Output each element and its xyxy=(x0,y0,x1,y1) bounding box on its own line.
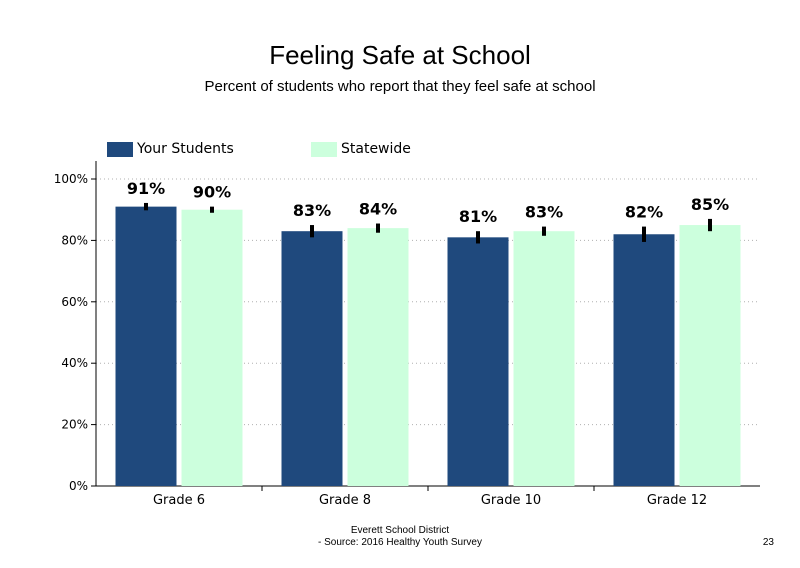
bar-your-students xyxy=(281,231,343,486)
data-label: 91% xyxy=(127,179,165,198)
y-tick-label: 0% xyxy=(69,479,88,493)
data-label: 84% xyxy=(359,200,397,219)
chart-subtitle: Percent of students who report that they… xyxy=(204,78,596,95)
page-number: 23 xyxy=(762,537,774,548)
x-tick-label: Grade 8 xyxy=(319,493,371,508)
footer-source: - Source: 2016 Healthy Youth Survey xyxy=(318,537,482,548)
bar-your-students xyxy=(613,234,675,486)
legend-swatch-your-students xyxy=(107,141,133,157)
data-label: 83% xyxy=(525,203,563,222)
data-label: 81% xyxy=(459,207,497,226)
legend-swatch-statewide xyxy=(311,141,337,157)
bar-your-students xyxy=(447,237,509,486)
bar-statewide xyxy=(679,225,741,487)
y-tick-label: 80% xyxy=(61,233,88,247)
bar-your-students xyxy=(115,206,177,486)
bar-statewide xyxy=(181,209,243,486)
y-tick-label: 100% xyxy=(54,172,88,186)
x-tick-label: Grade 12 xyxy=(647,493,707,508)
legend-label-your-students: Your Students xyxy=(137,141,234,157)
legend-item-statewide: Statewide xyxy=(311,138,411,160)
data-label: 90% xyxy=(193,183,231,202)
bar-statewide xyxy=(347,228,409,486)
x-tick-label: Grade 6 xyxy=(153,493,205,508)
bar-statewide xyxy=(513,231,575,486)
data-label: 82% xyxy=(625,203,663,222)
x-tick-label: Grade 10 xyxy=(481,493,541,508)
footer: Everett School District - Source: 2016 H… xyxy=(250,525,550,549)
footer-district: Everett School District xyxy=(350,525,450,536)
y-tick-label: 20% xyxy=(61,418,88,432)
y-tick-label: 40% xyxy=(61,356,88,370)
y-tick-label: 60% xyxy=(61,295,88,309)
legend-label-statewide: Statewide xyxy=(341,141,411,157)
legend-item-your-students: Your Students xyxy=(107,138,234,160)
data-label: 85% xyxy=(691,195,729,214)
chart-title: Feeling Safe at School xyxy=(269,40,531,70)
data-label: 83% xyxy=(293,201,331,220)
legend: Your Students Statewide xyxy=(0,138,800,160)
